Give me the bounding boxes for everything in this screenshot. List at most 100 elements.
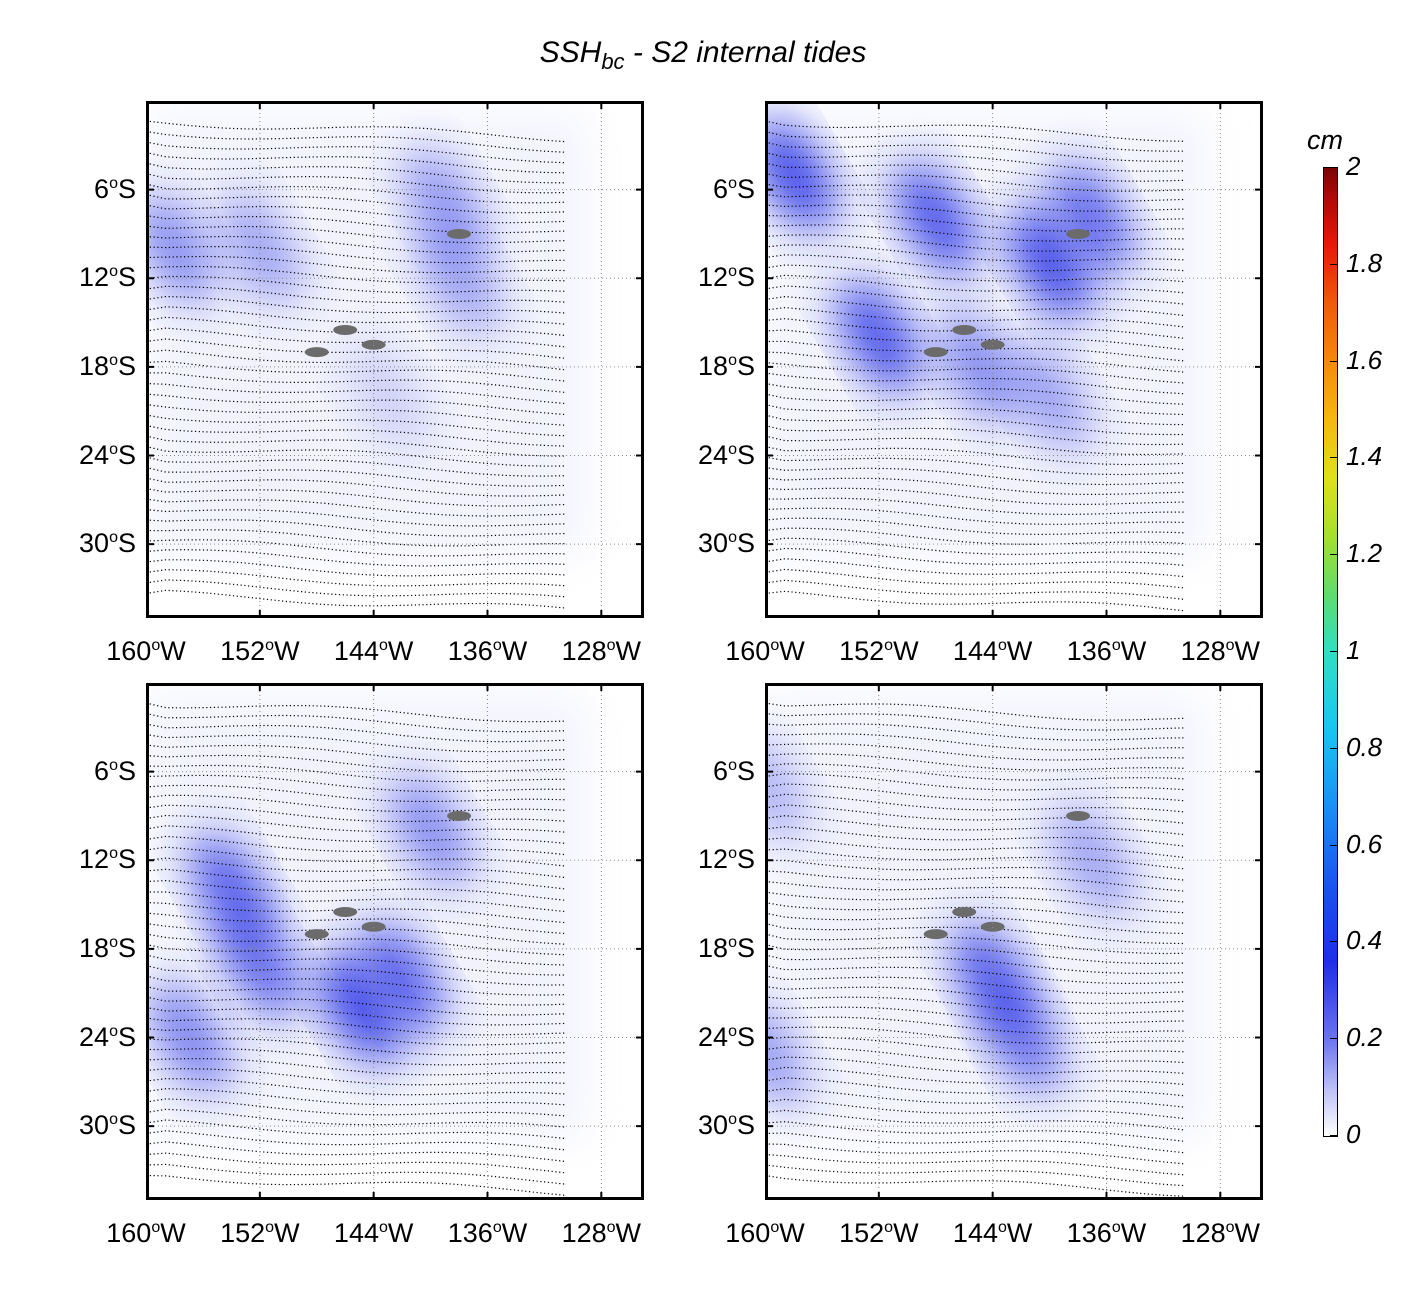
- x-tick-label: 160oW: [106, 1218, 186, 1248]
- phase-line: [765, 1121, 1186, 1142]
- phase-line: [765, 880, 1186, 903]
- panel-frame: [765, 683, 1263, 1200]
- phase-line: [765, 558, 1186, 578]
- phase-line: [146, 120, 567, 143]
- phase-line: [146, 246, 567, 264]
- x-tick-label: 152oW: [220, 636, 300, 666]
- panel-frame: [146, 683, 644, 1200]
- island: [361, 921, 386, 932]
- phase-line: [765, 517, 1186, 536]
- phase-line: [146, 529, 566, 547]
- y-tick-label: 6oS: [94, 173, 136, 204]
- y-tick-label: 6oS: [94, 755, 136, 786]
- island: [447, 228, 472, 239]
- island: [952, 906, 977, 917]
- y-tick-label: 12oS: [698, 262, 755, 293]
- phase-line: [146, 1068, 567, 1086]
- phase-line: [765, 1006, 1186, 1024]
- amplitude-background: [146, 116, 585, 556]
- x-tick-label: 144oW: [952, 1218, 1033, 1248]
- colorbar-tick-label: 1.4: [1346, 441, 1383, 472]
- phase-line: [765, 870, 1186, 892]
- x-tick-label: 136oW: [447, 636, 528, 666]
- x-tick-label: 152oW: [220, 1218, 300, 1248]
- phase-line: [765, 1164, 1186, 1187]
- phase-line: [146, 912, 567, 935]
- x-tick-label: 144oW: [952, 636, 1033, 666]
- map-panel-bottom-left: [146, 683, 644, 1200]
- colorbar-tick-label: 0.4: [1346, 925, 1383, 956]
- island: [333, 324, 358, 335]
- phase-line: [765, 859, 1186, 881]
- phase-line: [146, 774, 567, 793]
- island: [304, 347, 329, 358]
- phase-line: [146, 1174, 567, 1196]
- map-canvas: [146, 101, 644, 618]
- phase-line: [146, 868, 567, 890]
- amplitude-blob: [765, 996, 805, 1108]
- island: [923, 347, 948, 358]
- amplitude-blob: [146, 193, 214, 305]
- phase-line: [765, 590, 1186, 612]
- phase-line: [146, 235, 567, 254]
- colorbar-tick-mark: [1330, 263, 1338, 265]
- phase-line: [146, 349, 567, 371]
- colorbar-tick-label: 0.2: [1346, 1022, 1383, 1053]
- amplitude-background: [765, 698, 1204, 1138]
- phase-line: [765, 1174, 1186, 1197]
- phase-line: [146, 901, 567, 924]
- island: [952, 324, 977, 335]
- y-tick-label: 24oS: [698, 439, 755, 470]
- y-tick-label: 18oS: [79, 932, 136, 963]
- colorbar-unit: cm: [1307, 125, 1343, 155]
- colorbar-tick-mark: [1330, 747, 1338, 749]
- amplitude-blob: [939, 311, 1018, 423]
- y-tick-label: 24oS: [79, 439, 136, 470]
- y-tick-label: 30oS: [698, 1110, 755, 1141]
- island: [980, 921, 1005, 932]
- y-tick-label: 12oS: [79, 844, 136, 875]
- x-tick-label: 128oW: [1180, 1218, 1261, 1248]
- amplitude-blob: [419, 222, 499, 334]
- phase-line: [765, 318, 1186, 339]
- amplitude-blob: [220, 193, 300, 305]
- amplitude-blob: [1010, 340, 1089, 452]
- amplitude-blob: [896, 163, 976, 275]
- colorbar-tick-label: 1.6: [1346, 344, 1383, 375]
- colorbar-tick-mark: [1330, 554, 1338, 556]
- island: [1066, 228, 1091, 239]
- x-tick-label: 128oW: [561, 1218, 642, 1248]
- phase-line: [765, 1016, 1186, 1034]
- y-tick-label: 30oS: [698, 528, 755, 559]
- island: [304, 929, 329, 940]
- colorbar-tick-mark: [1330, 844, 1338, 846]
- amplitude-blob: [1010, 207, 1089, 319]
- y-tick-label: 24oS: [698, 1021, 755, 1052]
- phase-line: [765, 234, 1186, 252]
- x-tick-label: 144oW: [333, 636, 414, 666]
- colorbar-tick-mark: [1330, 1135, 1338, 1136]
- phase-line: [765, 351, 1186, 373]
- panel-frame: [765, 101, 1263, 618]
- y-tick-label: 30oS: [79, 528, 136, 559]
- phase-line: [765, 340, 1186, 362]
- x-tick-label: 152oW: [839, 1218, 919, 1248]
- phase-line: [146, 754, 567, 773]
- amplitude-blob: [1052, 804, 1132, 916]
- y-tick-label: 18oS: [698, 932, 755, 963]
- colorbar-tick-label: 1: [1346, 635, 1361, 665]
- phase-line: [765, 224, 1186, 242]
- phase-line: [146, 764, 567, 783]
- island: [923, 929, 948, 940]
- phase-line: [146, 382, 567, 405]
- x-tick-label: 128oW: [561, 636, 642, 666]
- phase-line: [146, 255, 567, 274]
- phase-line: [765, 733, 1186, 751]
- phase-line: [765, 329, 1186, 351]
- x-tick-label: 136oW: [447, 1218, 528, 1248]
- phase-line: [765, 753, 1186, 771]
- phase-line: [146, 879, 567, 901]
- phase-line: [146, 569, 567, 587]
- amplitude-blob: [765, 730, 805, 842]
- phase-line: [765, 848, 1186, 870]
